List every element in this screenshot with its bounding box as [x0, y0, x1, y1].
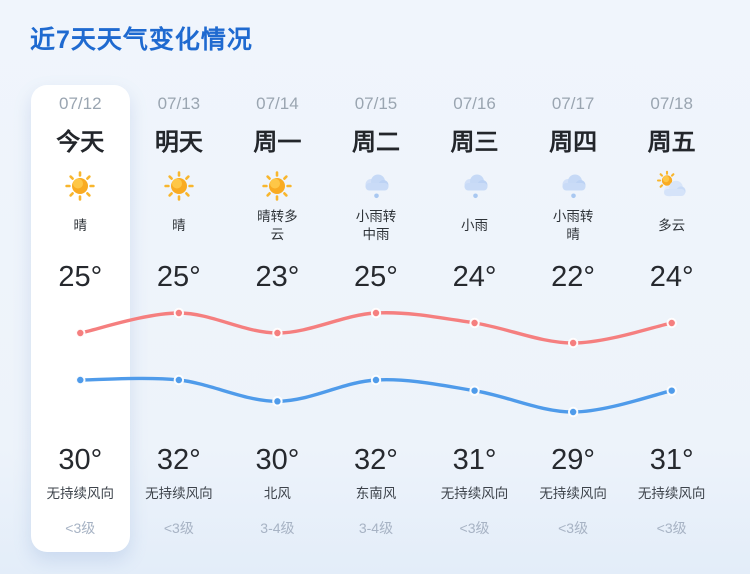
wind-direction: 无持续风向 [145, 486, 213, 501]
day-label: 周五 [647, 129, 696, 156]
weather-condition: 小雨转 中雨 [355, 209, 397, 242]
rain-icon [557, 166, 589, 206]
temp-bottom: 31° [452, 444, 497, 476]
weather-condition: 小雨 [461, 218, 489, 233]
wind-level: <3级 [65, 520, 96, 536]
sunny-icon [261, 166, 293, 206]
rain-icon [360, 166, 392, 206]
rain-icon [459, 166, 491, 206]
day-date: 07/13 [157, 94, 201, 113]
day-column[interactable]: 07/12 今天 晴 25° 30° 无持续风向 <3级 [31, 85, 130, 552]
day-column[interactable]: 07/13 明天 晴 25° 32° 无持续风向 <3级 [130, 85, 229, 552]
day-label: 周二 [351, 129, 400, 156]
forecast-panel: 07/12 今天 晴 25° 30° 无持续风向 <3级 07/13 明天 晴 … [31, 85, 721, 552]
wind-direction: 东南风 [355, 486, 397, 501]
day-column[interactable]: 07/16 周三 小雨 24° 31° 无持续风向 <3级 [425, 85, 524, 552]
wind-direction: 北风 [263, 486, 291, 501]
temp-top: 24° [649, 261, 694, 293]
wind-direction: 无持续风向 [637, 486, 706, 501]
day-column[interactable]: 07/14 周一 晴转多 云 23° 30° 北风 3-4级 [228, 85, 327, 552]
temp-bottom: 30° [255, 444, 300, 476]
wind-level: 3-4级 [358, 520, 394, 536]
day-date: 07/15 [354, 94, 398, 113]
day-date: 07/16 [453, 94, 496, 113]
wind-direction: 无持续风向 [440, 486, 509, 501]
day-label: 周四 [549, 129, 598, 156]
day-column[interactable]: 07/18 周五 多云 24° 31° 无持续风向 <3级 [622, 85, 721, 552]
temp-bottom: 31° [649, 444, 694, 476]
day-column[interactable]: 07/15 周二 小雨转 中雨 25° 32° 东南风 3-4级 [327, 85, 426, 552]
weather-condition: 小雨转 晴 [552, 209, 594, 242]
weather-condition: 晴转多 云 [257, 209, 298, 242]
wind-level: <3级 [459, 520, 490, 536]
temp-top: 23° [255, 261, 300, 293]
temp-top: 25° [58, 261, 103, 293]
day-date: 07/12 [59, 94, 102, 113]
day-label: 今天 [56, 129, 105, 156]
temp-bottom: 30° [58, 444, 103, 476]
day-date: 07/18 [650, 94, 693, 113]
wind-level: <3级 [558, 520, 589, 536]
temp-bottom: 29° [551, 444, 596, 476]
day-column[interactable]: 07/17 周四 小雨转 晴 22° 29° 无持续风向 <3级 [524, 85, 623, 552]
temp-top: 22° [551, 261, 596, 293]
day-date: 07/14 [256, 94, 299, 113]
weather-condition: 晴 [73, 218, 88, 233]
temp-top: 25° [156, 261, 201, 293]
wind-direction: 无持续风向 [46, 486, 115, 501]
temp-top: 24° [452, 261, 497, 293]
wind-level: <3级 [656, 520, 687, 536]
weather-condition: 多云 [658, 218, 686, 233]
day-date: 07/17 [551, 94, 595, 113]
wind-direction: 无持续风向 [539, 486, 607, 501]
wind-level: 3-4级 [260, 520, 295, 536]
temp-bottom: 32° [354, 444, 398, 476]
sunny-icon [163, 166, 195, 206]
partly-cloudy-icon [656, 166, 688, 206]
page-title: 近7天天气变化情况 [30, 26, 253, 54]
temp-top: 25° [354, 261, 398, 293]
sunny-icon [64, 166, 96, 206]
temp-bottom: 32° [156, 444, 201, 476]
day-label: 周一 [253, 129, 302, 156]
weather-condition: 晴 [172, 218, 186, 233]
day-label: 周三 [450, 129, 499, 156]
day-label: 明天 [154, 129, 203, 156]
wind-level: <3级 [163, 520, 194, 536]
